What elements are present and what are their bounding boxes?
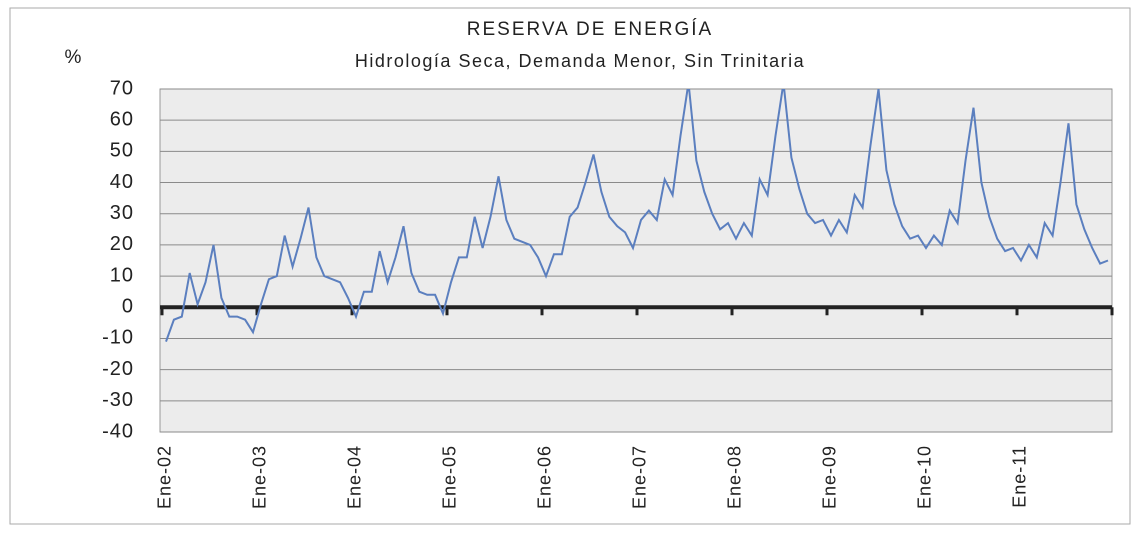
y-tick-label: 70 bbox=[110, 77, 134, 99]
y-tick-label: -10 bbox=[102, 327, 134, 349]
y-tick-label: 10 bbox=[110, 264, 134, 286]
y-tick-label: 30 bbox=[110, 202, 134, 224]
x-tick-label: Ene-04 bbox=[345, 445, 365, 509]
y-tick-label: -30 bbox=[102, 389, 134, 411]
y-tick-label: 0 bbox=[122, 296, 134, 318]
x-tick-label: Ene-06 bbox=[535, 445, 555, 509]
y-tick-label: 40 bbox=[110, 171, 134, 193]
x-tick-label: Ene-10 bbox=[915, 445, 935, 509]
y-tick-label: 60 bbox=[110, 108, 134, 130]
chart-subtitle: Hidrología Seca, Demanda Menor, Sin Trin… bbox=[355, 51, 805, 71]
y-tick-label: -20 bbox=[102, 358, 134, 380]
x-tick-label: Ene-09 bbox=[820, 445, 840, 509]
chart-title: RESERVA DE ENERGÍA bbox=[467, 19, 713, 40]
data-line bbox=[165, 89, 1109, 342]
x-tick-label: Ene-05 bbox=[440, 445, 460, 509]
y-axis-label: % bbox=[65, 47, 82, 68]
x-tick-label: Ene-11 bbox=[1010, 445, 1030, 508]
x-tick-label: Ene-08 bbox=[725, 445, 745, 509]
x-tick-label: Ene-07 bbox=[630, 445, 650, 509]
x-tick-label: Ene-02 bbox=[155, 445, 175, 509]
x-tick-label: Ene-03 bbox=[250, 445, 270, 509]
y-tick-label: 50 bbox=[110, 140, 134, 162]
y-tick-label: 20 bbox=[110, 233, 134, 255]
y-tick-label: -40 bbox=[102, 420, 134, 442]
